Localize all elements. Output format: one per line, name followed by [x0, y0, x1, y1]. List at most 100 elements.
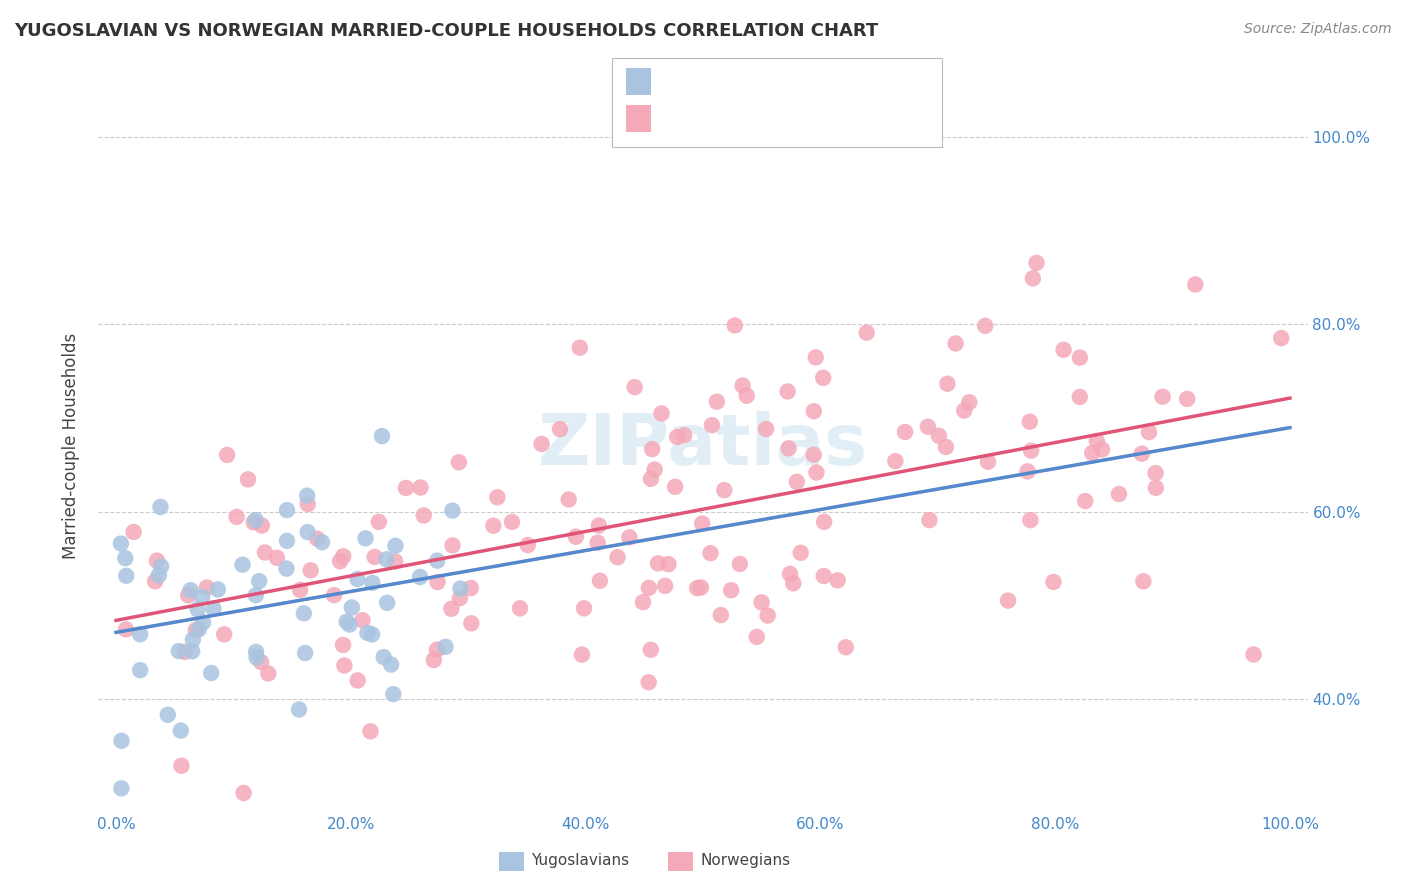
Point [568, 341, 591, 355]
Point [245, 645, 267, 659]
Point [426, 642, 449, 657]
Point [361, 627, 384, 641]
Point [232, 786, 254, 800]
Point [745, 630, 768, 644]
Point [146, 554, 169, 568]
Point [640, 472, 662, 486]
Point [690, 516, 713, 531]
Point [122, 524, 145, 539]
Point [294, 646, 316, 660]
Point [957, 395, 980, 409]
Point [363, 549, 385, 564]
Point [380, 657, 402, 672]
Point [640, 642, 662, 657]
Point [167, 644, 190, 658]
Point [804, 351, 827, 365]
Point [231, 558, 253, 572]
Point [664, 480, 686, 494]
Point [180, 583, 202, 598]
Point [1018, 415, 1040, 429]
Point [778, 442, 800, 456]
Point [129, 663, 152, 677]
Point [623, 380, 645, 394]
Point [699, 546, 721, 560]
Point [292, 607, 315, 621]
Point [619, 530, 641, 544]
Point [789, 546, 811, 560]
Point [382, 687, 405, 701]
Point [449, 582, 471, 596]
Point [1144, 466, 1167, 480]
Point [307, 532, 329, 546]
Point [710, 608, 733, 623]
Text: YUGOSLAVIAN VS NORWEGIAN MARRIED-COUPLE HOUSEHOLDS CORRELATION CHART: YUGOSLAVIAN VS NORWEGIAN MARRIED-COUPLE … [14, 22, 879, 40]
Point [276, 561, 298, 575]
Point [412, 508, 434, 523]
Point [148, 568, 170, 582]
Point [735, 389, 758, 403]
Point [1019, 443, 1042, 458]
Point [346, 572, 368, 586]
Point [731, 378, 754, 392]
Point [918, 513, 941, 527]
Point [375, 596, 398, 610]
Point [1022, 271, 1045, 285]
Text: N =: N = [756, 110, 796, 128]
Point [1270, 331, 1292, 345]
Point [928, 429, 950, 443]
Point [1108, 487, 1130, 501]
Point [755, 422, 778, 436]
Point [935, 440, 957, 454]
Point [288, 582, 311, 597]
Point [367, 515, 389, 529]
Point [894, 425, 917, 439]
Point [644, 462, 666, 476]
Point [191, 590, 214, 604]
Point [673, 428, 696, 442]
Point [548, 422, 571, 436]
Point [588, 518, 610, 533]
Point [441, 503, 464, 517]
Point [572, 601, 595, 615]
Point [149, 500, 172, 514]
Text: 0.446: 0.446 [702, 109, 758, 128]
Point [700, 418, 723, 433]
Point [217, 448, 239, 462]
Point [884, 454, 907, 468]
Point [1144, 481, 1167, 495]
Point [329, 554, 352, 568]
Point [129, 627, 152, 641]
Point [756, 608, 779, 623]
Point [776, 384, 799, 399]
Text: 150: 150 [796, 109, 832, 128]
Point [356, 626, 378, 640]
Point [806, 466, 828, 480]
Point [200, 665, 222, 680]
Point [641, 442, 664, 456]
Point [917, 419, 939, 434]
Point [1175, 392, 1198, 406]
Point [295, 489, 318, 503]
Point [631, 595, 654, 609]
Point [638, 581, 661, 595]
Point [354, 531, 377, 545]
Point [811, 371, 834, 385]
Point [299, 563, 322, 577]
Point [589, 574, 612, 588]
Point [1184, 277, 1206, 292]
Text: R =: R = [662, 110, 702, 128]
Point [181, 644, 204, 658]
Point [170, 723, 193, 738]
Point [191, 615, 214, 630]
Point [1137, 425, 1160, 439]
Point [361, 575, 384, 590]
Point [713, 483, 735, 497]
Point [1042, 574, 1064, 589]
Point [207, 582, 229, 597]
Point [323, 588, 346, 602]
Point [1243, 648, 1265, 662]
Point [803, 404, 825, 418]
Point [606, 550, 628, 565]
Point [375, 552, 398, 566]
Point [441, 538, 464, 552]
